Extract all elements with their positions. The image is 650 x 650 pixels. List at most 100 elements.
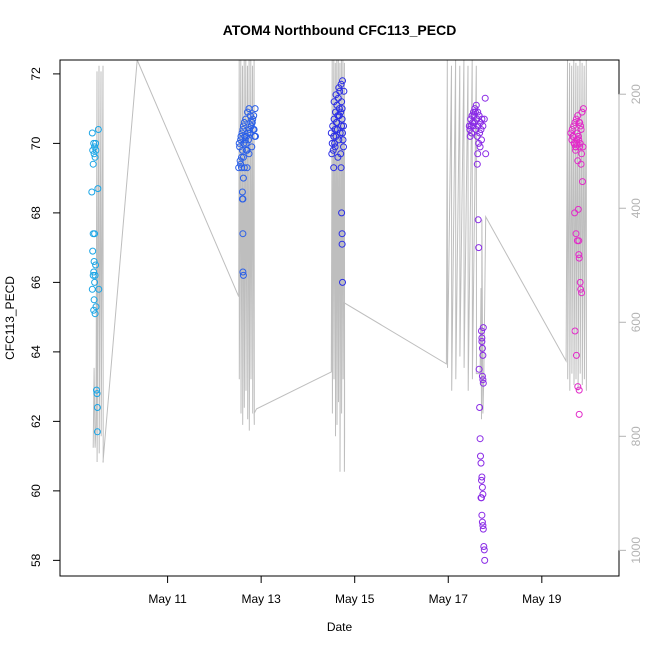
data-point [245,105,253,113]
data-point [339,129,346,137]
x-tick-label: May 13 [241,592,281,606]
data-point [576,278,584,286]
data-point [90,150,98,158]
data-point [575,386,583,394]
data-point [579,178,586,186]
data-point [575,254,583,262]
data-point [568,126,576,133]
data-point [571,327,579,335]
data-point [340,143,347,151]
data-point [335,136,343,144]
data-point [474,150,482,158]
data-point [93,386,100,394]
data-point [89,271,97,279]
y-axis: 58 60 62 64 66 68 70 72 [29,67,61,567]
data-point [246,112,254,120]
data-point [339,77,346,85]
data-point [91,271,99,279]
data-point [335,112,343,120]
y-axis-label: CFC113_PECD [3,276,17,360]
data-point [249,115,257,123]
data-point [91,153,99,161]
data-point [239,268,247,276]
data-point [93,428,101,436]
x-tick-label: May 15 [335,592,375,606]
data-point [575,410,583,418]
data-point [570,122,578,130]
data-point [579,105,587,113]
data-point [478,338,486,345]
data-point [246,126,253,133]
data-point [92,146,100,154]
data-point [332,108,339,116]
data-point [476,143,484,151]
data-point [577,122,585,130]
data-point [239,230,247,238]
data-point [474,108,482,116]
data-point [88,285,96,293]
data-point [479,522,487,530]
data-point [573,136,581,144]
data-point [478,344,486,352]
y-tick-label: 66 [29,275,43,289]
data-point [330,132,338,140]
x-axis-label: Date [327,620,353,634]
data-point [338,230,346,238]
data-point [482,150,490,158]
data-point [339,136,347,144]
data-point [338,240,346,248]
data-point [94,185,102,193]
data-point [237,136,245,144]
data-point [337,108,345,116]
data-point [90,258,98,265]
data-point [575,237,583,245]
x-axis: May 11 May 13 May 15 May 17 May 19 [148,575,562,606]
data-point [88,188,96,196]
data-point [91,278,99,286]
data-point [235,139,243,147]
data-point [239,174,247,182]
data-point [473,132,481,140]
data-point [479,490,487,498]
y-right-tick-label: 400 [629,198,643,218]
data-point [578,108,586,116]
data-point [481,556,489,564]
y-right-tick-label: 800 [629,426,643,446]
data-point [478,483,486,491]
data-point [338,209,346,217]
data-point [480,115,488,123]
data-point [89,160,97,168]
y-tick-label: 58 [29,553,43,567]
data-point [475,365,483,373]
data-point [471,119,478,126]
data-point [245,150,253,158]
data-point [575,251,583,259]
y-right-tick-label: 600 [629,312,643,332]
data-point [478,473,486,481]
data-point [92,139,100,147]
data-point [91,143,99,151]
y-right-axis: 200 400 600 800 1000 [618,84,643,564]
data-point [250,126,258,133]
data-point [475,244,483,252]
data-point [474,216,482,224]
data-point [93,390,101,398]
data-point [478,136,485,144]
data-point [330,164,338,172]
data-point [237,132,245,140]
data-point [478,334,486,342]
data-point [95,285,103,293]
data-point [574,383,582,391]
data-point [238,188,246,196]
data-point [478,518,486,526]
data-point [338,122,346,130]
data-point [478,494,485,502]
data-point [239,153,247,161]
data-point [248,119,256,126]
data-point [240,164,248,172]
data-point [574,132,582,140]
data-point [329,146,337,154]
data-point [481,94,489,102]
data-point [88,129,96,137]
data-point [480,546,488,554]
